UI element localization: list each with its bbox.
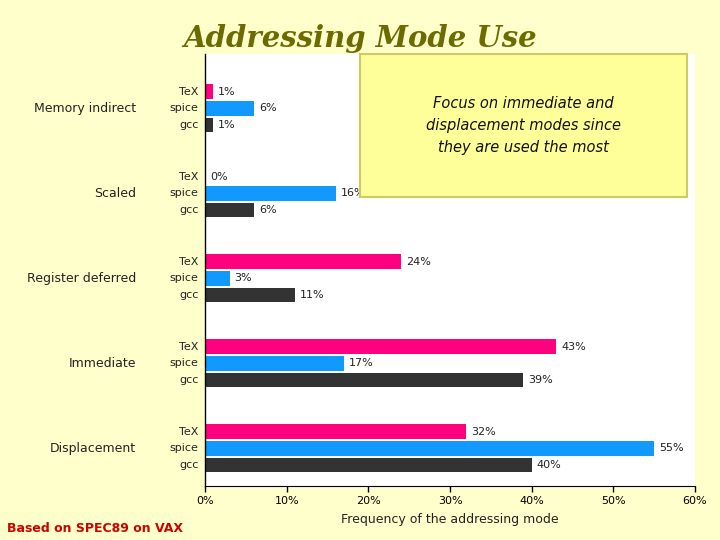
- Text: 39%: 39%: [528, 375, 553, 385]
- Text: 43%: 43%: [561, 342, 586, 352]
- Text: 55%: 55%: [659, 443, 683, 454]
- Text: spice: spice: [170, 103, 199, 113]
- Text: 0%: 0%: [210, 172, 228, 181]
- Bar: [205, 271, 230, 286]
- Bar: [205, 186, 336, 201]
- Text: 32%: 32%: [471, 427, 496, 437]
- X-axis label: Frequency of the addressing mode: Frequency of the addressing mode: [341, 514, 559, 526]
- Text: TeX: TeX: [179, 86, 199, 97]
- Text: spice: spice: [170, 443, 199, 454]
- Text: Displacement: Displacement: [50, 442, 136, 455]
- Text: 24%: 24%: [406, 256, 431, 267]
- Text: 6%: 6%: [259, 205, 276, 215]
- Bar: [205, 441, 654, 456]
- Bar: [205, 254, 401, 269]
- Text: gcc: gcc: [179, 290, 199, 300]
- Text: Memory indirect: Memory indirect: [34, 102, 136, 115]
- Bar: [205, 339, 556, 354]
- Bar: [205, 356, 344, 370]
- Text: TeX: TeX: [179, 342, 199, 352]
- Bar: [205, 424, 467, 439]
- Text: TeX: TeX: [179, 256, 199, 267]
- Bar: [205, 118, 213, 132]
- Bar: [205, 288, 295, 302]
- Text: 1%: 1%: [218, 86, 236, 97]
- Bar: [205, 202, 254, 217]
- Text: TeX: TeX: [179, 427, 199, 437]
- Text: gcc: gcc: [179, 205, 199, 215]
- Text: TeX: TeX: [179, 172, 199, 181]
- Text: 11%: 11%: [300, 290, 325, 300]
- Text: gcc: gcc: [179, 120, 199, 130]
- Text: spice: spice: [170, 188, 199, 198]
- Bar: [205, 101, 254, 116]
- Text: Addressing Mode Use: Addressing Mode Use: [183, 24, 537, 53]
- Text: Register deferred: Register deferred: [27, 272, 136, 285]
- Text: gcc: gcc: [179, 375, 199, 385]
- Text: Immediate: Immediate: [68, 357, 136, 370]
- Text: spice: spice: [170, 359, 199, 368]
- Text: spice: spice: [170, 273, 199, 284]
- Text: gcc: gcc: [179, 460, 199, 470]
- Bar: [205, 458, 531, 472]
- Bar: [205, 84, 213, 99]
- Text: Based on SPEC89 on VAX: Based on SPEC89 on VAX: [7, 522, 183, 535]
- Bar: [205, 373, 523, 387]
- Text: 17%: 17%: [348, 359, 374, 368]
- Text: Focus on immediate and
displacement modes since
they are used the most: Focus on immediate and displacement mode…: [426, 96, 621, 156]
- Text: 1%: 1%: [218, 120, 236, 130]
- Text: Scaled: Scaled: [94, 187, 136, 200]
- Text: 40%: 40%: [536, 460, 562, 470]
- Text: 3%: 3%: [235, 273, 252, 284]
- Text: 16%: 16%: [341, 188, 365, 198]
- Text: 6%: 6%: [259, 103, 276, 113]
- FancyBboxPatch shape: [360, 54, 687, 197]
